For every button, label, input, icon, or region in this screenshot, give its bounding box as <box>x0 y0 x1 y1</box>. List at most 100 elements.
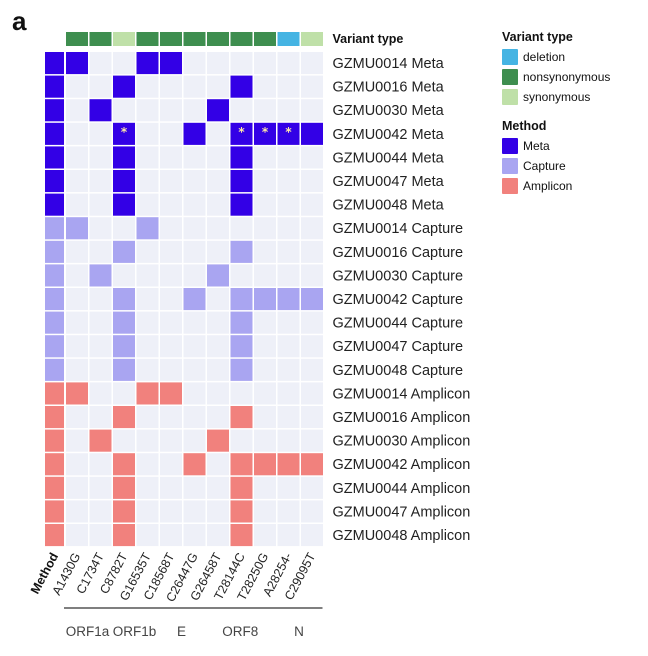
empty-cell <box>136 500 159 523</box>
empty-cell <box>254 217 276 240</box>
empty-cell <box>183 311 206 334</box>
variant-type-cell <box>230 32 253 46</box>
empty-cell <box>254 75 276 98</box>
empty-cell <box>207 524 229 547</box>
empty-cell <box>301 146 323 169</box>
empty-cell <box>301 99 323 122</box>
mutation-cell <box>113 453 135 476</box>
empty-cell <box>136 406 159 429</box>
empty-cell <box>230 382 253 405</box>
empty-cell <box>301 524 323 547</box>
empty-cell <box>183 75 206 98</box>
empty-cell <box>136 99 159 122</box>
empty-cell <box>277 99 300 122</box>
method-cell <box>45 500 64 523</box>
mutation-cell <box>136 382 159 405</box>
gene-label: E <box>177 624 186 639</box>
empty-cell <box>183 500 206 523</box>
empty-cell <box>254 406 276 429</box>
row-label: GZMU0030 Amplicon <box>333 434 471 450</box>
mutation-cell <box>207 429 229 452</box>
legend-item-deletion: deletion <box>502 47 610 67</box>
empty-cell <box>183 335 206 358</box>
method-cell <box>45 170 64 193</box>
empty-cell <box>277 500 300 523</box>
empty-cell <box>89 335 112 358</box>
method-cell <box>45 240 64 263</box>
empty-cell <box>277 335 300 358</box>
legend-item-meta: Meta <box>502 136 610 156</box>
empty-cell <box>183 146 206 169</box>
mutation-cell <box>113 75 135 98</box>
mutation-cell <box>160 52 182 75</box>
legend-swatch-deletion <box>502 49 518 65</box>
empty-cell <box>160 217 182 240</box>
empty-cell <box>207 146 229 169</box>
mutation-cell <box>277 122 300 145</box>
empty-cell <box>183 358 206 381</box>
mutation-cell <box>66 382 88 405</box>
gene-label: ORF1a <box>66 624 110 639</box>
legend-swatch-amplicon <box>502 178 518 194</box>
empty-cell <box>136 170 159 193</box>
method-cell <box>45 311 64 334</box>
empty-cell <box>207 170 229 193</box>
legend-swatch-synonymous <box>502 89 518 105</box>
empty-cell <box>277 264 300 287</box>
method-cell <box>45 335 64 358</box>
mutation-cell <box>301 453 323 476</box>
empty-cell <box>66 500 88 523</box>
empty-cell <box>254 99 276 122</box>
star-marker: * <box>285 125 292 139</box>
method-cell <box>45 122 64 145</box>
empty-cell <box>207 193 229 216</box>
panel-label: a <box>12 6 27 36</box>
empty-cell <box>301 170 323 193</box>
empty-cell <box>277 311 300 334</box>
empty-cell <box>207 453 229 476</box>
variant-type-cell <box>301 32 323 46</box>
mutation-cell <box>230 476 253 499</box>
empty-cell <box>160 524 182 547</box>
empty-cell <box>183 524 206 547</box>
row-label: GZMU0044 Capture <box>333 316 464 332</box>
empty-cell <box>113 382 135 405</box>
empty-cell <box>301 335 323 358</box>
row-label: GZMU0042 Capture <box>333 292 464 308</box>
empty-cell <box>183 382 206 405</box>
variant-type-cell <box>66 32 88 46</box>
empty-cell <box>89 193 112 216</box>
empty-cell <box>136 75 159 98</box>
empty-cell <box>254 358 276 381</box>
empty-cell <box>207 358 229 381</box>
mutation-cell <box>113 335 135 358</box>
empty-cell <box>113 264 135 287</box>
method-cell <box>45 382 64 405</box>
legend-swatch-meta <box>502 138 518 154</box>
empty-cell <box>160 193 182 216</box>
mutation-cell <box>254 288 276 311</box>
empty-cell <box>230 264 253 287</box>
legend-method-title: Method <box>502 119 547 133</box>
empty-cell <box>160 122 182 145</box>
row-label: GZMU0030 Capture <box>333 268 464 284</box>
empty-cell <box>277 358 300 381</box>
legend-label-deletion: deletion <box>523 50 566 64</box>
empty-cell <box>254 335 276 358</box>
variant-type-cell <box>254 32 276 46</box>
empty-cell <box>66 170 88 193</box>
mutation-heatmap: Variant type GZMU0014 Meta GZMU0016 Meta GZ… <box>28 32 471 639</box>
empty-cell <box>207 75 229 98</box>
mutation-cell <box>230 288 253 311</box>
empty-cell <box>183 170 206 193</box>
method-cell <box>45 429 64 452</box>
mutation-cell <box>113 122 135 145</box>
empty-cell <box>207 240 229 263</box>
mutation-cell <box>113 500 135 523</box>
empty-cell <box>66 240 88 263</box>
mutation-cell <box>183 288 206 311</box>
empty-cell <box>66 358 88 381</box>
empty-cell <box>160 429 182 452</box>
empty-cell <box>136 288 159 311</box>
empty-cell <box>254 311 276 334</box>
